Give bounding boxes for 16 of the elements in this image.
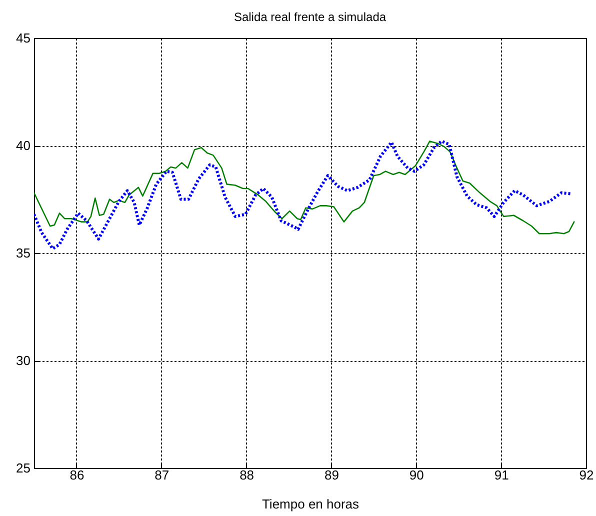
- x-tick-label: 86: [70, 468, 84, 482]
- x-tick-label: 91: [494, 468, 509, 482]
- line-series: [34, 140, 575, 234]
- x-tick-label: 92: [579, 468, 594, 482]
- y-tick-label: 30: [16, 353, 30, 368]
- x-tick-label: 88: [240, 468, 254, 482]
- line-series: [34, 140, 574, 250]
- x-axis-title: Tiempo en horas: [262, 496, 360, 512]
- x-tick-label: 90: [409, 468, 424, 482]
- y-tick-label: 25: [16, 460, 30, 476]
- y-tick-label: 45: [16, 30, 30, 46]
- x-tick-label: 87: [154, 468, 170, 482]
- chart-title: Salida real frente a simulada: [234, 10, 386, 24]
- y-tick-label: 35: [16, 246, 30, 260]
- y-tick-label: 40: [16, 138, 30, 153]
- x-tick-label: 89: [324, 468, 339, 482]
